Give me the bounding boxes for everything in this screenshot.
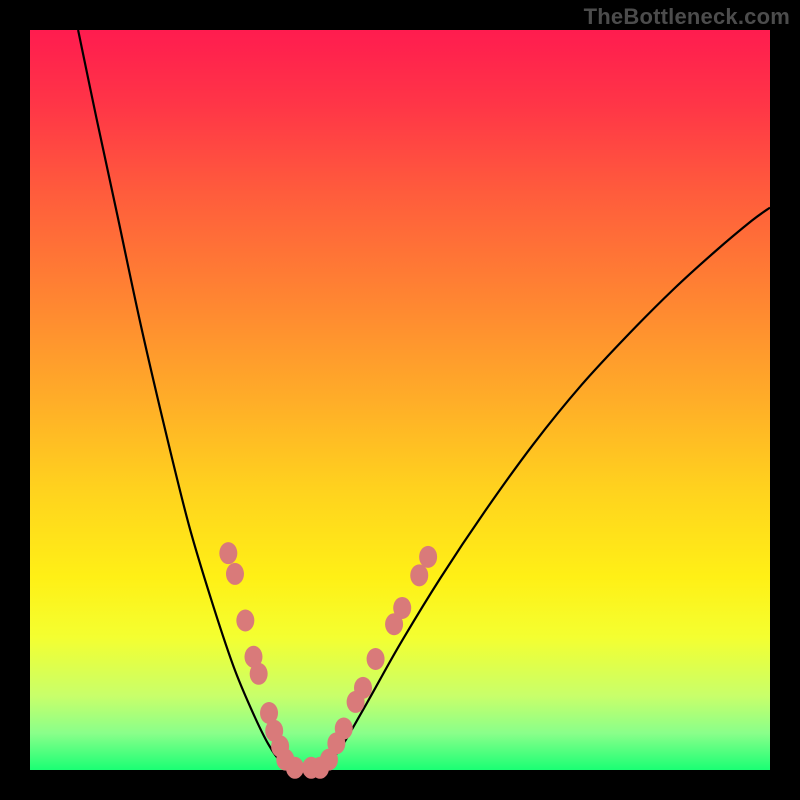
- data-dot: [367, 648, 385, 670]
- data-dot: [250, 663, 268, 685]
- plot-background: [30, 30, 770, 770]
- outer-frame: TheBottleneck.com: [0, 0, 800, 800]
- data-dot: [410, 564, 428, 586]
- watermark-text: TheBottleneck.com: [584, 4, 790, 30]
- data-dot: [226, 563, 244, 585]
- data-dot: [354, 677, 372, 699]
- data-dot: [393, 597, 411, 619]
- chart-svg: [0, 0, 800, 800]
- data-dot: [219, 542, 237, 564]
- data-dot: [335, 718, 353, 740]
- data-dot: [419, 546, 437, 568]
- data-dot: [236, 610, 254, 632]
- data-dot: [286, 757, 304, 779]
